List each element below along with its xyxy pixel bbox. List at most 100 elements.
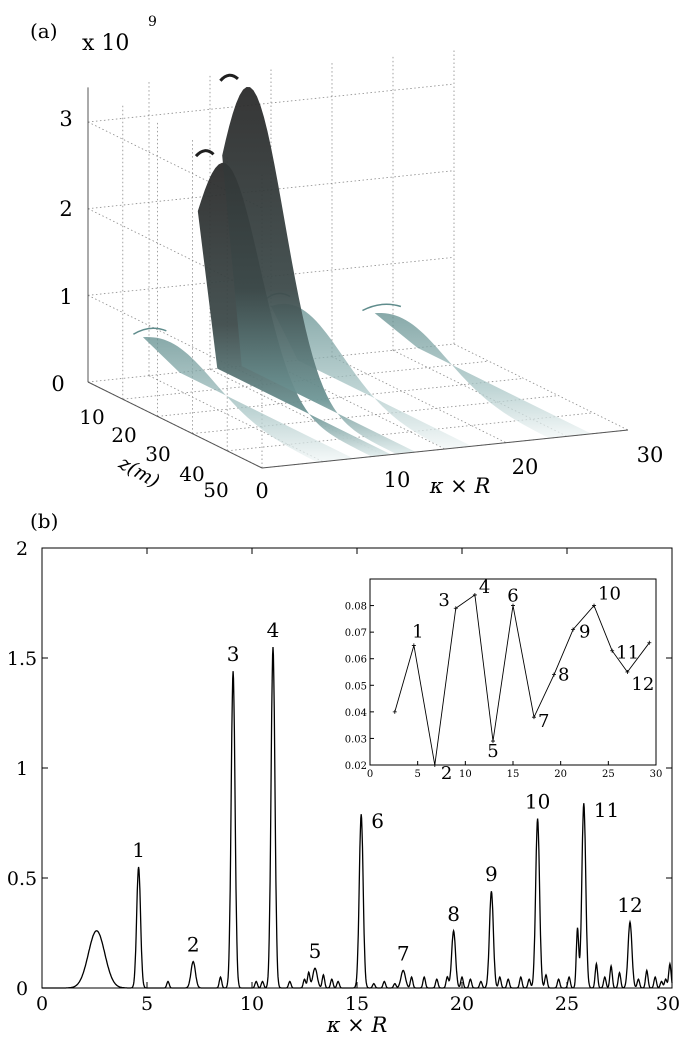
ridge-crest-0	[362, 303, 402, 312]
inset-label-2: 2	[441, 763, 452, 784]
inset-x-tick-10: 10	[459, 769, 472, 780]
inset-y-tick-0.03: 0.03	[345, 734, 367, 745]
scale-exponent: 9	[148, 14, 157, 30]
b-x-axis-label: κ × R	[326, 1013, 388, 1037]
inset-x-tick-0: 0	[367, 769, 373, 780]
floor-grid-x-1	[148, 375, 324, 463]
depth-tick-40: 40	[179, 462, 204, 486]
x-tick-10: 10	[240, 993, 264, 1015]
peak-label-2: 2	[187, 933, 200, 957]
inset-label-10: 10	[598, 584, 621, 605]
inset-marker-4	[472, 592, 477, 597]
back-grid-h-1	[87, 256, 455, 296]
side-grid-h-2	[87, 208, 263, 296]
inset-x-tick-5: 5	[414, 769, 420, 780]
y-tick-1.5: 1.5	[7, 648, 37, 670]
peak-label-7: 7	[397, 941, 410, 965]
inset-marker-13	[647, 640, 652, 645]
inset-marker-3	[453, 606, 458, 611]
spectrum-line	[42, 646, 673, 989]
inset-y-tick-0.05: 0.05	[345, 681, 367, 692]
floor-grid-x-4	[331, 356, 507, 444]
z-tick-1: 1	[59, 285, 72, 309]
peak-label-12: 12	[617, 893, 642, 917]
inset-tick-labels: 0 5 10 15 20 25 300.020.030.040.050.060.070.08	[345, 602, 663, 780]
peak-label-5: 5	[309, 939, 322, 963]
inset-y-tick-0.02: 0.02	[345, 761, 367, 772]
back-grid-h-2	[87, 170, 455, 210]
panel-a-label: (a)	[30, 19, 58, 43]
inset-y-tick-0.08: 0.08	[345, 602, 367, 613]
peak-label-1: 1	[132, 838, 145, 862]
ridge-crest-1	[133, 327, 167, 335]
ridge-crest-4	[219, 73, 239, 82]
surface-ridge-2	[271, 303, 472, 449]
panel-b: (b) 0 0.5 1 1.5 2 0 5 10 15 20 25 30 κ ×…	[7, 509, 680, 1037]
a-depth-axis	[87, 381, 263, 469]
inset-marker-5	[490, 739, 495, 744]
inset-frame	[369, 578, 657, 766]
surface-ridge-1	[142, 337, 354, 463]
a-x-tick-0: 0	[255, 479, 268, 503]
panel-a: (a) x 10 9 0 1 2 3 10 20 30 40 50 z(m) 0…	[30, 14, 663, 503]
a-x-tick-10: 10	[384, 468, 411, 492]
inset-x-tick-25: 25	[602, 769, 615, 780]
inset-markers	[392, 592, 652, 767]
x-tick-5: 5	[141, 993, 153, 1015]
inset-label-7: 7	[538, 711, 549, 732]
inset-label-1: 1	[412, 621, 423, 642]
inset-marker-12	[625, 670, 630, 674]
inset-marker-11	[610, 648, 615, 653]
floor-grid-x-6	[453, 343, 629, 431]
y-tick-0: 0	[16, 978, 28, 1000]
z-tick-0: 0	[51, 372, 64, 396]
scale-factor-label: x 10	[82, 31, 129, 56]
main-y-tick-labels: 0 0.5 1 1.5 2	[7, 538, 37, 1000]
inset-x-tick-20: 20	[554, 769, 567, 780]
y-tick-2: 2	[16, 538, 28, 560]
depth-tick-20: 20	[111, 423, 136, 447]
inset-label-8: 8	[558, 665, 569, 686]
inset-x-tick-30: 30	[650, 769, 663, 780]
inset-y-tick-0.06: 0.06	[345, 655, 367, 666]
inset-label-12: 12	[631, 674, 654, 695]
x-tick-30: 30	[656, 993, 680, 1015]
z-tick-3: 3	[59, 107, 72, 131]
inset-marker-6	[511, 603, 515, 608]
inset-line	[394, 594, 650, 766]
inset-chart: 0 5 10 15 20 25 300.020.030.040.050.060.070.08…	[345, 577, 663, 784]
side-grid-h-3	[87, 121, 263, 209]
panel-a-depth-ticks: 10 20 30 40 50 z(m)	[79, 405, 228, 502]
peak-label-11: 11	[594, 798, 619, 822]
inset-marker-9	[571, 627, 576, 632]
back-grid-h-3	[87, 83, 455, 123]
peak-label-3: 3	[227, 642, 240, 666]
inset-label-9: 9	[579, 621, 590, 642]
a-x-tick-30: 30	[637, 443, 664, 467]
a-x-tick-20: 20	[512, 455, 539, 479]
inset-marker-8	[551, 672, 556, 677]
peak-label-4: 4	[267, 618, 280, 642]
depth-tick-10: 10	[79, 405, 104, 429]
inset-y-tick-0.07: 0.07	[345, 628, 367, 639]
peak-label-10: 10	[525, 790, 550, 814]
inset-marker-2	[432, 763, 437, 767]
inset-y-tick-0.04: 0.04	[345, 708, 367, 719]
inset-marker-7	[531, 715, 536, 720]
z-tick-2: 2	[59, 197, 72, 221]
panel-a-surface	[133, 73, 592, 463]
inset-marker-10	[592, 603, 597, 608]
depth-tick-50: 50	[203, 478, 228, 502]
surface-ridge-4	[222, 86, 416, 455]
x-tick-0: 0	[36, 993, 48, 1015]
floor-grid-d-1	[157, 378, 524, 417]
inset-label-6: 6	[507, 586, 518, 607]
floor-grid-d-0	[122, 360, 489, 400]
panel-a-z-ticks: 0 1 2 3	[51, 107, 72, 396]
y-tick-1: 1	[16, 758, 28, 780]
inset-marker-0	[392, 709, 397, 714]
side-grid-h-1	[87, 294, 263, 382]
